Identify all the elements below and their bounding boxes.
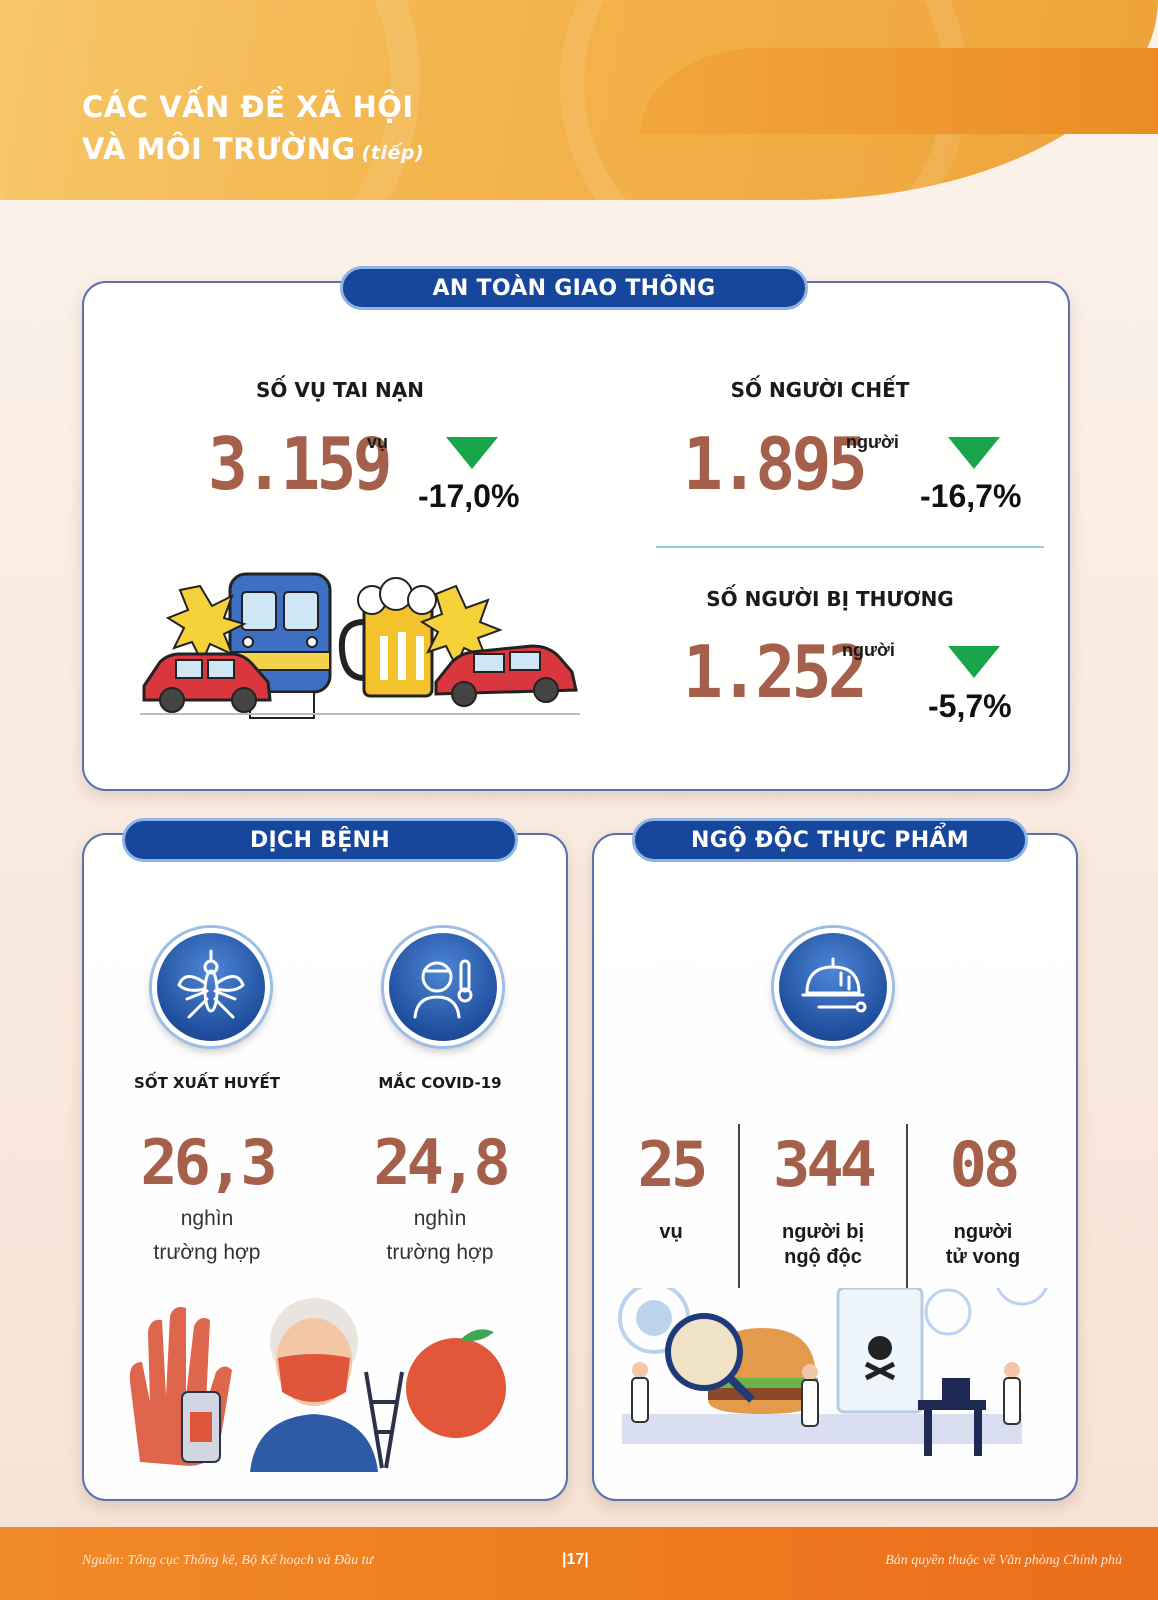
deaths-unit: người — [846, 432, 899, 452]
traffic-title-pill: AN TOÀN GIAO THÔNG — [340, 266, 808, 310]
dengue-value: 26,3 — [140, 1126, 277, 1199]
traffic-accident-illustration — [140, 572, 580, 719]
page-title-suffix: (tiếp) — [361, 142, 425, 164]
footer-copyright: Bản quyền thuộc về Văn phòng Chính phủ — [885, 1553, 1122, 1568]
accidents-change: -17,0% — [418, 478, 520, 514]
food-illustration — [618, 1288, 1048, 1456]
food-divider-1 — [738, 1124, 740, 1288]
footer-source: Nguồn: Tổng cục Thống kê, Bộ Kế hoạch và… — [82, 1553, 374, 1568]
food-deaths-unit-line2: tử vong — [945, 1246, 1021, 1268]
food-poisoning-icon — [774, 928, 892, 1046]
disease-title-pill: DỊCH BỆNH — [122, 818, 518, 862]
injured-label: SỐ NGƯỜI BỊ THƯƠNG — [706, 587, 954, 611]
deaths-label: SỐ NGƯỜI CHẾT — [730, 378, 910, 402]
food-cases-value: 25 — [637, 1128, 709, 1201]
header-ribbon — [640, 48, 1158, 134]
deaths-value: 1.895 — [683, 422, 868, 506]
injured-value: 1.252 — [683, 630, 868, 714]
page-title: CÁC VẤN ĐỀ XÃ HỘI VÀ MÔI TRƯỜNG (tiếp) — [82, 86, 424, 174]
injured-change: -5,7% — [928, 688, 1012, 724]
covid-value: 24,8 — [373, 1126, 510, 1199]
food-deaths-value: 08 — [949, 1128, 1021, 1201]
covid-label: MẮC COVID-19 — [378, 1074, 502, 1092]
dengue-label: SỐT XUẤT HUYẾT — [134, 1074, 280, 1092]
covid-unit-line1: nghìn — [413, 1207, 467, 1230]
deaths-change: -16,7% — [920, 478, 1022, 514]
accidents-label: SỐ VỤ TAI NẠN — [256, 378, 424, 402]
page-title-line2: VÀ MÔI TRƯỜNG (tiếp) — [82, 128, 424, 174]
food-divider-2 — [906, 1124, 908, 1288]
food-poisoned-value: 344 — [773, 1128, 877, 1201]
accidents-value: 3.159 — [208, 422, 393, 506]
covid-unit-line2: trường hợp — [386, 1241, 494, 1264]
page-title-line2-text: VÀ MÔI TRƯỜNG — [82, 132, 356, 166]
accidents-unit: vụ — [367, 432, 389, 452]
traffic-divider — [656, 546, 1044, 548]
food-cases-unit: vụ — [659, 1221, 683, 1243]
food-poisoned-unit-line1: người bị — [781, 1221, 865, 1243]
disease-illustration — [129, 1298, 506, 1472]
accidents-down-arrow-icon — [446, 437, 498, 469]
food-poisoned-unit-line2: ngộ độc — [784, 1246, 862, 1268]
mosquito-icon — [152, 928, 270, 1046]
deaths-down-arrow-icon — [948, 437, 1000, 469]
page-number: |17| — [562, 1551, 589, 1568]
dengue-unit-line1: nghìn — [180, 1207, 234, 1230]
food-title-pill: NGỘ ĐỘC THỰC PHẨM — [632, 818, 1028, 862]
page-title-line1: CÁC VẤN ĐỀ XÃ HỘI — [82, 90, 414, 124]
dengue-unit-line2: trường hợp — [153, 1241, 261, 1264]
footer: Nguồn: Tổng cục Thống kê, Bộ Kế hoạch và… — [0, 1527, 1158, 1600]
food-deaths-unit-line1: người — [953, 1221, 1013, 1243]
fever-person-icon — [384, 928, 502, 1046]
injured-down-arrow-icon — [948, 646, 1000, 678]
injured-unit: người — [842, 640, 895, 660]
